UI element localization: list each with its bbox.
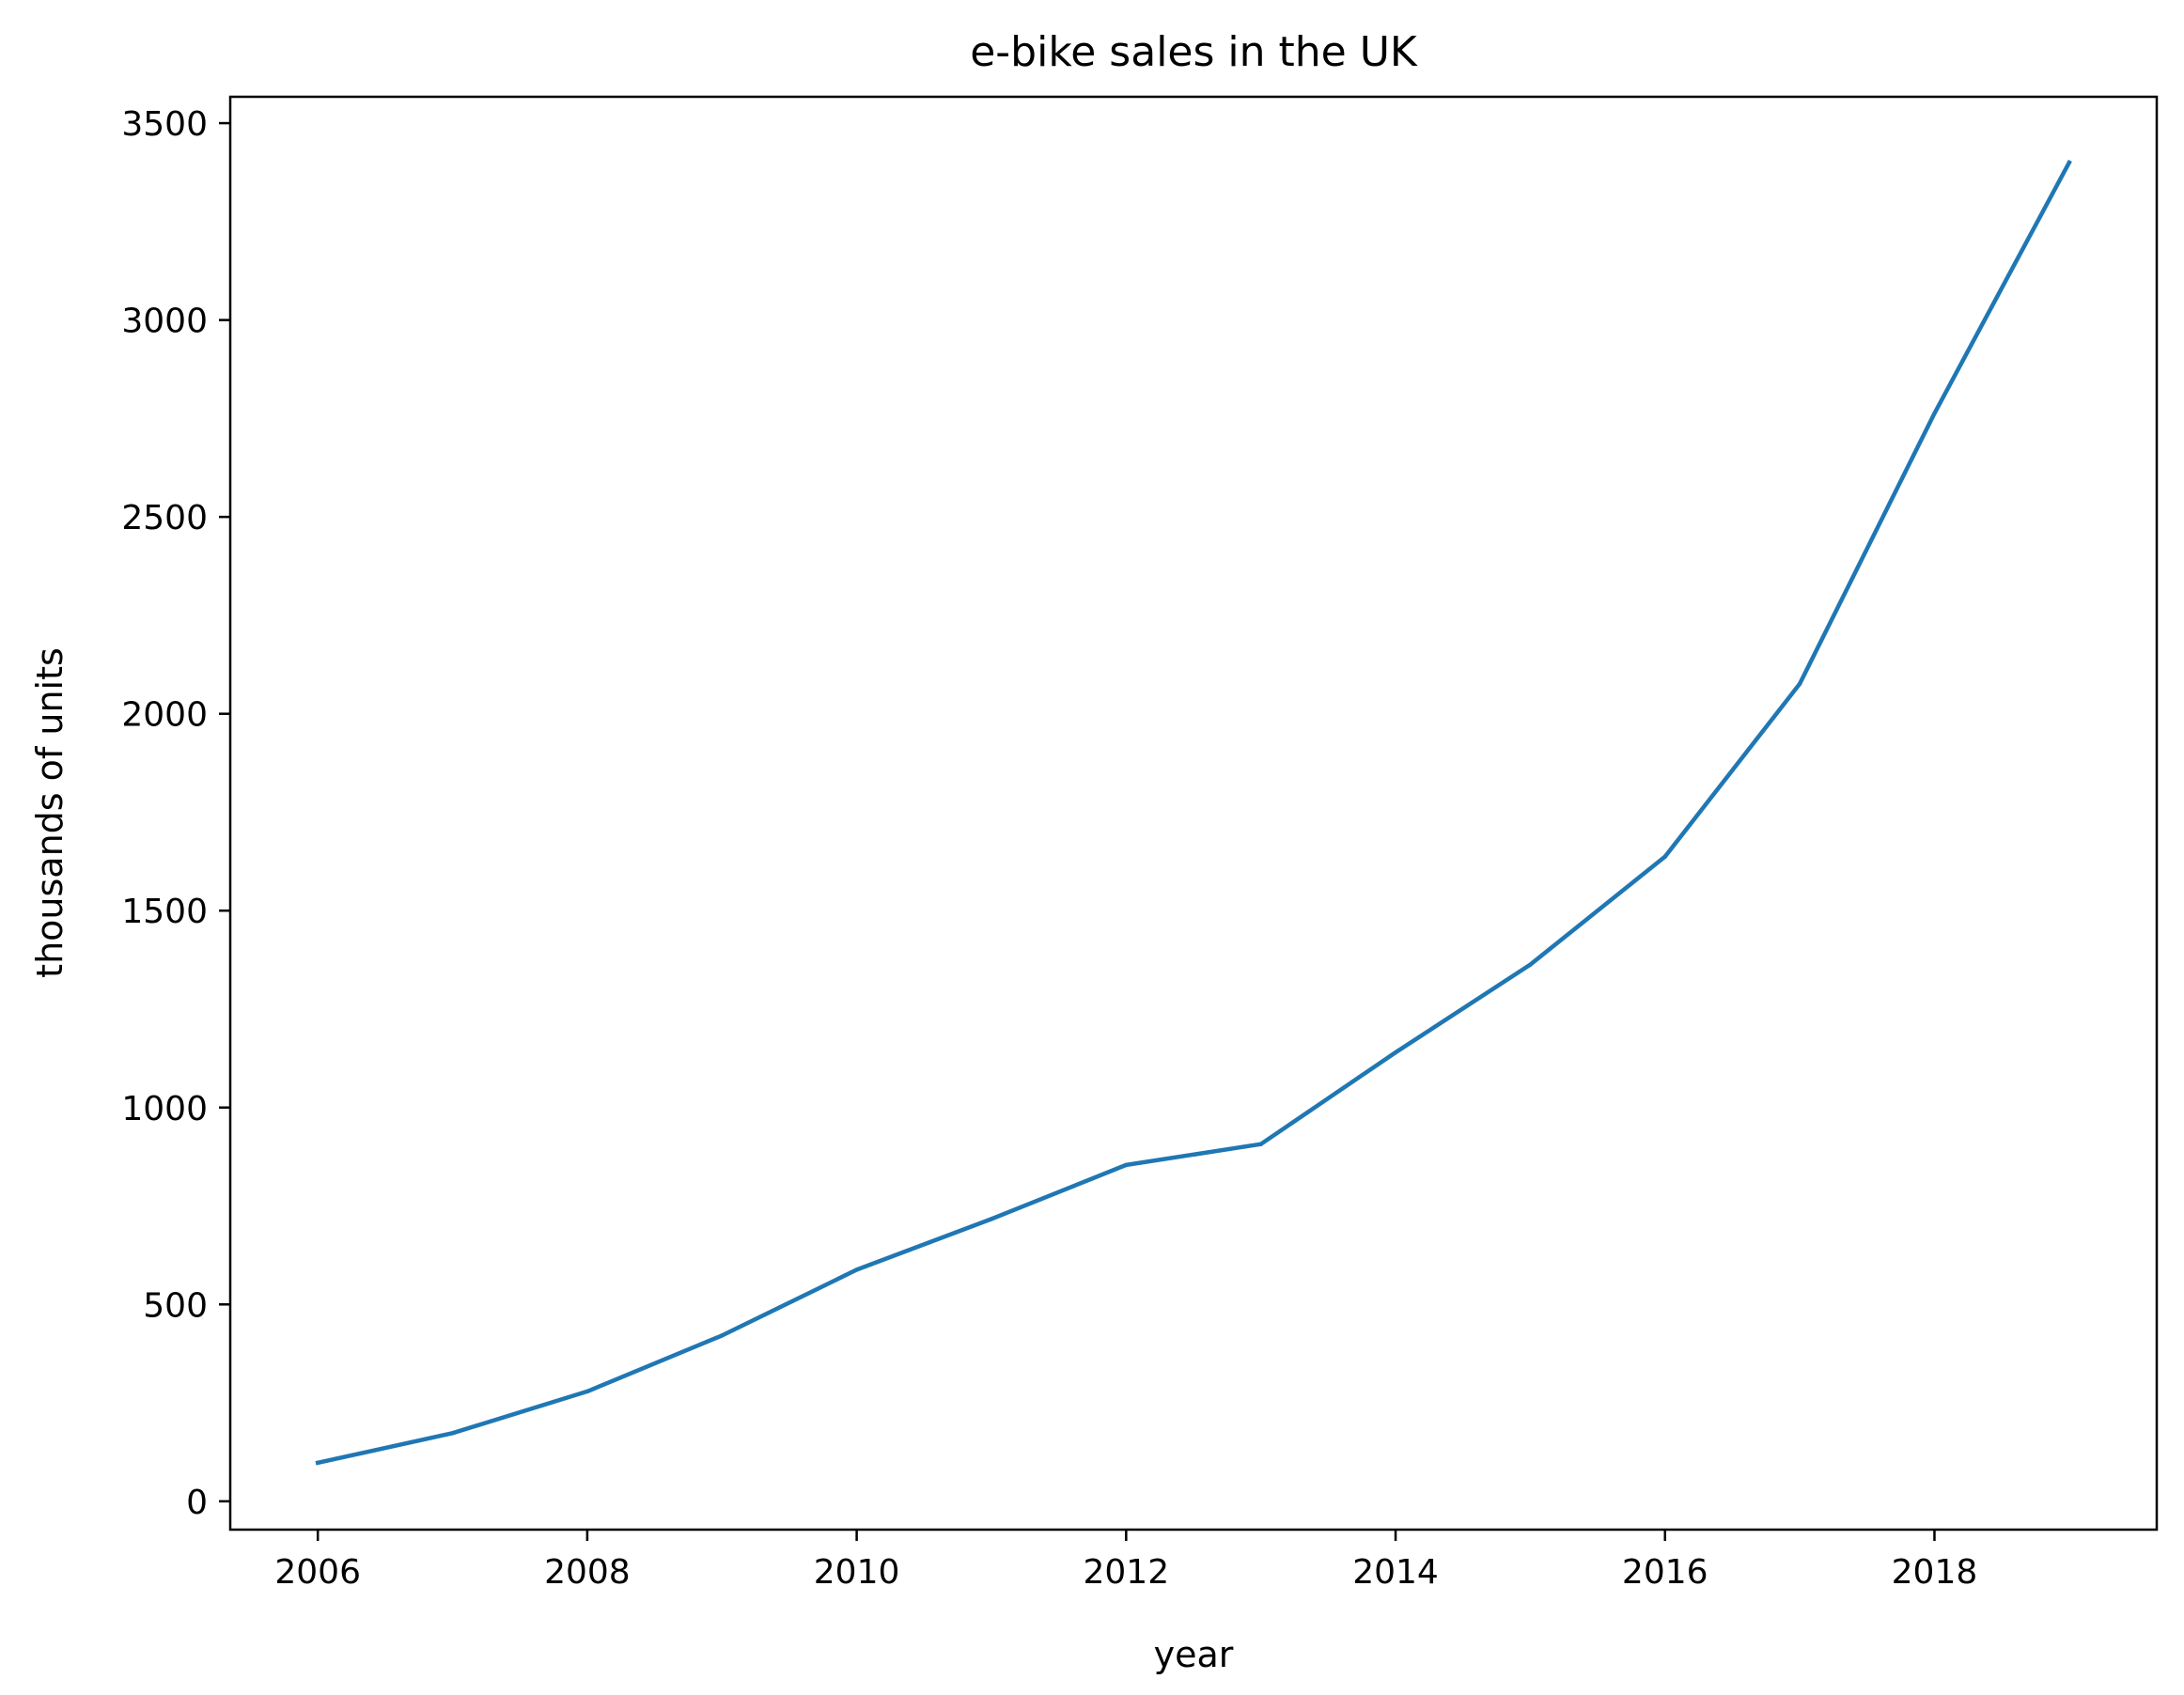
data-point [585,1389,590,1394]
y-axis-label: thousands of units [29,647,70,978]
data-point [1528,962,1533,967]
series-line [315,159,2072,1466]
data-point [1124,1162,1129,1168]
y-tick-label: 1500 [121,893,208,931]
chart-title: e-bike sales in the UK [970,28,1418,76]
y-tick-label: 0 [186,1484,208,1522]
data-point [2067,160,2072,165]
data-point [1932,411,1937,416]
y-tick-label: 3500 [121,105,208,144]
x-tick-label: 2016 [1622,1553,1708,1592]
y-tick-label: 2000 [121,696,208,735]
x-tick-label: 2010 [814,1553,900,1592]
data-point [989,1217,994,1221]
y-tick-label: 500 [143,1286,208,1325]
x-tick-label: 2008 [544,1553,631,1592]
plot-frame [228,95,2159,1532]
data-point [1797,681,1802,687]
data-point [720,1333,725,1338]
x-axis-label: year [1154,1634,1234,1675]
data-point [1258,1142,1263,1146]
data-point [1393,1050,1398,1055]
axis-ticks: 2006 2008 2010 2012 2014 2016 2018 0 500 1000 1500… [121,105,1977,1592]
data-point [450,1431,455,1436]
y-tick-label: 1000 [121,1090,208,1128]
series-layer [315,159,2072,1466]
data-point [1662,854,1667,860]
y-tick-label: 2500 [121,499,208,537]
x-tick-label: 2006 [274,1553,361,1592]
x-tick-label: 2014 [1352,1553,1439,1592]
x-tick-label: 2012 [1084,1553,1170,1592]
data-point [854,1267,859,1272]
data-point [315,1460,320,1466]
y-tick-label: 3000 [121,303,208,341]
x-tick-label: 2018 [1892,1553,1978,1592]
